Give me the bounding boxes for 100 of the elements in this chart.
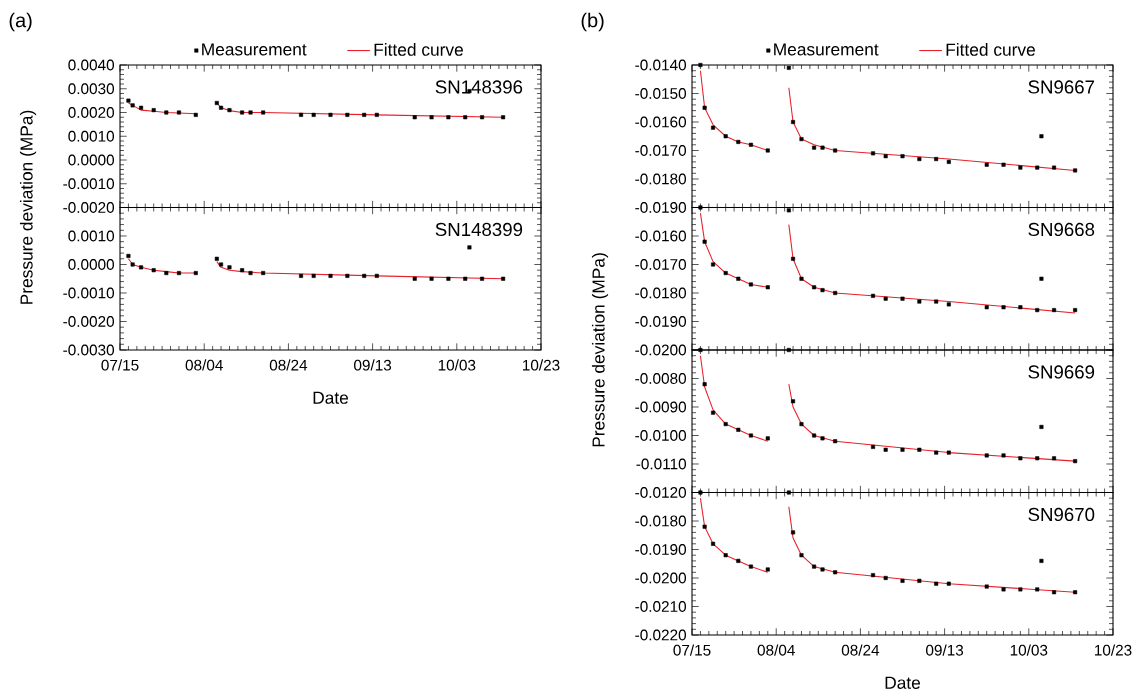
point [328, 112, 333, 117]
y-tick-label: -0.0020 [63, 316, 115, 327]
point [723, 553, 728, 558]
point [240, 110, 245, 115]
annotation: SN9670 [1028, 507, 1095, 522]
point [1039, 276, 1044, 281]
point [934, 450, 939, 455]
point [139, 105, 144, 110]
point [1018, 305, 1023, 310]
point [429, 276, 434, 281]
point [786, 65, 791, 70]
point [227, 265, 232, 270]
x-tick-label: 08/24 [841, 644, 880, 656]
point [126, 253, 131, 258]
point [248, 271, 253, 276]
y-tick-label: 0.0010 [68, 130, 115, 142]
point [765, 567, 770, 572]
point [1035, 587, 1040, 592]
point [1035, 308, 1040, 313]
point [900, 447, 905, 452]
point [1039, 424, 1044, 429]
y-tick-label: 0.0040 [68, 59, 115, 71]
point [791, 256, 796, 261]
point [917, 447, 922, 452]
point [812, 285, 817, 290]
point [748, 433, 753, 438]
point [1001, 305, 1006, 310]
point [711, 410, 716, 415]
point [299, 273, 304, 278]
point [984, 584, 989, 589]
point [702, 382, 707, 387]
y-tick-label: -0.0010 [63, 178, 115, 190]
point [917, 578, 922, 583]
y-tick-label: -0.0140 [635, 59, 687, 71]
point [130, 262, 135, 267]
point [176, 110, 181, 115]
point [723, 422, 728, 427]
point [227, 108, 232, 113]
point [748, 142, 753, 147]
point [765, 285, 770, 290]
point [934, 299, 939, 304]
point [1001, 453, 1006, 458]
point [501, 276, 506, 281]
y-tick-label: 0.0020 [68, 107, 115, 118]
point [1001, 162, 1006, 167]
point [164, 110, 169, 115]
point [702, 239, 707, 244]
y-tick-label: -0.0210 [635, 601, 687, 612]
point [1073, 168, 1078, 173]
x-axis-title: Date [313, 391, 349, 404]
point [698, 205, 703, 210]
y-tick-label: -0.0170 [635, 259, 687, 270]
point [812, 145, 817, 150]
point [1018, 456, 1023, 461]
point [799, 276, 804, 281]
point [1018, 165, 1023, 170]
y-tick-label: 0.0000 [68, 154, 115, 166]
point [765, 436, 770, 441]
point [1073, 590, 1078, 595]
point [219, 262, 224, 267]
annotation: SN148396 [435, 80, 523, 94]
point [917, 299, 922, 304]
point [412, 115, 417, 120]
annotation: SN9669 [1028, 365, 1095, 379]
point [164, 271, 169, 276]
legend-label: Fitted curve [374, 43, 463, 56]
point [446, 276, 451, 281]
point [871, 444, 876, 449]
y-axis-title: Pressure deviation (MPa) [591, 253, 609, 447]
point [248, 110, 253, 115]
point [883, 296, 888, 301]
point [151, 108, 156, 113]
point [820, 288, 825, 293]
point [261, 110, 266, 115]
point [480, 115, 485, 120]
point [799, 137, 804, 142]
y-tick-label: 0.0030 [68, 83, 115, 95]
x-tick-label: 10/23 [522, 359, 560, 371]
point [1052, 590, 1057, 595]
point [984, 305, 989, 310]
point [871, 573, 876, 578]
point [791, 530, 796, 535]
point [917, 157, 922, 162]
x-tick-label: 07/15 [673, 644, 711, 656]
point [723, 134, 728, 139]
x-tick-label: 09/13 [926, 644, 964, 656]
point [786, 490, 791, 495]
point [786, 208, 791, 213]
y-tick-label: -0.0150 [635, 88, 687, 99]
y-tick-label: -0.0080 [635, 373, 687, 384]
point [362, 112, 367, 117]
annotation: SN9667 [1028, 80, 1095, 94]
point [698, 347, 703, 352]
point [946, 450, 951, 455]
y-tick-label: -0.0170 [635, 145, 687, 156]
point [1018, 587, 1023, 592]
point [799, 553, 804, 558]
y-tick-label: -0.0220 [635, 629, 687, 641]
y-tick-label: -0.0190 [635, 316, 687, 327]
point [219, 105, 224, 110]
